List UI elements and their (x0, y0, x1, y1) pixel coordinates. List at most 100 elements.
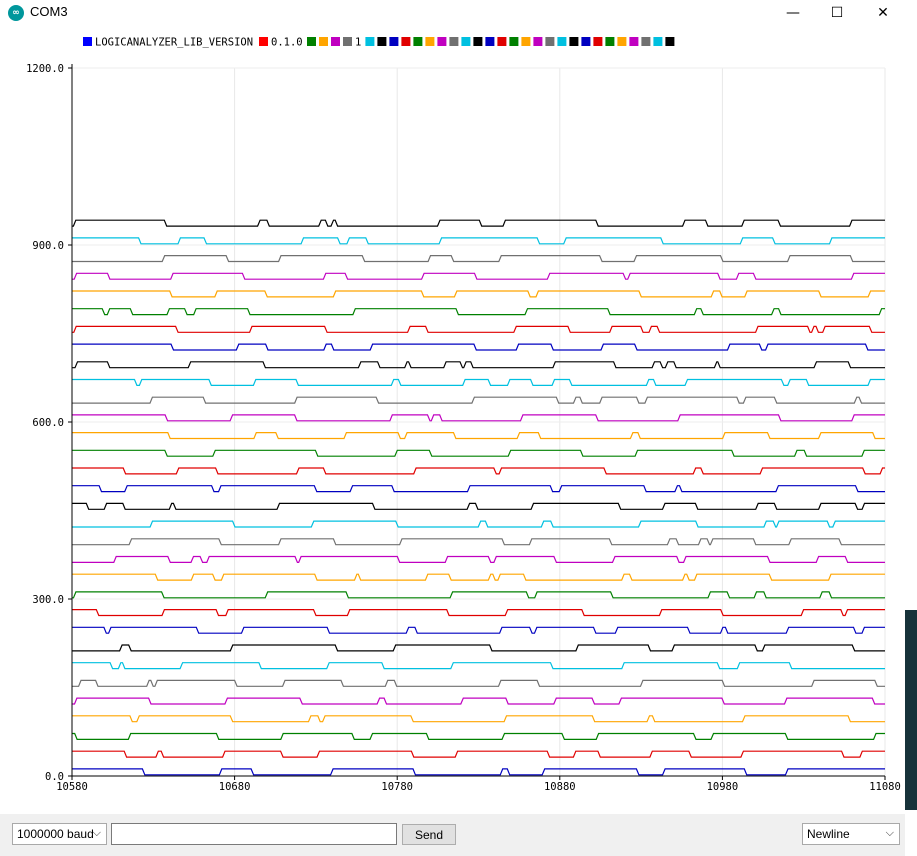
legend-swatch (665, 37, 675, 46)
serial-plotter: LOGICANALYZER_LIB_VERSION 0.1.0 1 0.0 300.0… (0, 26, 905, 814)
send-input[interactable] (111, 823, 397, 845)
series-line-ch13 (72, 538, 885, 546)
series-line-ch0 (72, 768, 885, 776)
series-line-ch2 (72, 732, 885, 740)
series-line-ch30 (72, 237, 885, 245)
legend-swatch (365, 37, 375, 46)
y-tick-label: 300.0 (32, 594, 64, 606)
chevron-down-icon: ⌵ (885, 827, 894, 839)
series-line-ch25 (72, 325, 885, 333)
legend-label: LOGICANALYZER_LIB_VERSION (95, 37, 253, 49)
legend-swatch (437, 37, 447, 46)
maximize-button[interactable]: ☐ (830, 5, 844, 21)
background-editor-strip (905, 0, 917, 856)
x-tick-label: 10980 (707, 781, 739, 793)
series-line-ch29 (72, 255, 885, 263)
series-line-ch27 (72, 290, 885, 298)
legend-swatch (629, 37, 639, 46)
series-line-ch17 (72, 467, 885, 475)
legend-swatch (545, 37, 555, 46)
legend-label: 1 (355, 37, 361, 49)
legend-swatch (605, 37, 615, 46)
legend-swatch (497, 37, 507, 46)
series-line-ch4 (72, 697, 885, 705)
series-line-ch3 (72, 715, 885, 723)
series-line-ch5 (72, 679, 885, 687)
legend-swatch (259, 37, 268, 46)
y-tick-label: 600.0 (32, 417, 64, 429)
legend-swatch (557, 37, 567, 46)
legend-swatch (617, 37, 627, 46)
series-line-ch6 (72, 662, 885, 670)
window-title: COM3 (30, 4, 68, 19)
series-line-ch19 (72, 432, 885, 440)
series-line-ch21 (72, 396, 885, 404)
legend-swatch (377, 37, 387, 46)
y-tick-label: 1200.0 (26, 63, 64, 75)
arduino-icon: ∞ (8, 5, 24, 21)
legend-swatch (307, 37, 316, 46)
send-button[interactable]: Send (402, 824, 456, 845)
x-tick-label: 10680 (219, 781, 251, 793)
legend-swatch (449, 37, 459, 46)
legend-swatch (473, 37, 483, 46)
legend-swatch (569, 37, 579, 46)
grid (72, 67, 886, 777)
y-tick-label: 0.0 (45, 771, 64, 783)
legend-swatch (521, 37, 531, 46)
legend-swatch (581, 37, 591, 46)
series-line-ch18 (72, 449, 885, 457)
legend-label: 0.1.0 (271, 37, 303, 49)
line-ending-select[interactable]: Newline ⌵ (802, 823, 900, 845)
series-line-ch22 (72, 378, 885, 386)
series-line-ch31 (72, 219, 885, 227)
legend-swatch (413, 37, 423, 46)
legend-swatch (509, 37, 519, 46)
chevron-down-icon: ⌵ (92, 827, 101, 839)
legend-swatch (425, 37, 435, 46)
line-ending-value: Newline (807, 827, 850, 841)
series-line-ch1 (72, 750, 885, 758)
legend-swatch (461, 37, 471, 46)
legend-swatch (641, 37, 651, 46)
legend-swatch (485, 37, 495, 46)
baud-select[interactable]: 1000000 baud ⌵ (12, 823, 107, 845)
legend-swatch (401, 37, 411, 46)
baud-value: 1000000 baud (17, 827, 94, 841)
x-tick-label: 10880 (544, 781, 576, 793)
legend-swatch (319, 37, 328, 46)
legend-swatch (533, 37, 543, 46)
legend-swatch (389, 37, 399, 46)
title-bar: ∞ COM3 — ☐ ✕ (0, 0, 905, 26)
legend-swatch (83, 37, 92, 46)
axes: 0.0 300.0 600.0 900.0 1200.0 10580 10680 10780 1… (26, 63, 901, 793)
bottom-toolbar: 1000000 baud ⌵ Send Newline ⌵ (0, 814, 905, 856)
legend: LOGICANALYZER_LIB_VERSION 0.1.0 1 (83, 37, 675, 49)
background-console (905, 610, 917, 810)
y-tick-label: 900.0 (32, 240, 64, 252)
series-line-ch10 (72, 591, 885, 599)
legend-swatch (331, 37, 340, 46)
legend-swatch (593, 37, 603, 46)
plot-canvas: LOGICANALYZER_LIB_VERSION 0.1.0 1 0.0 300.0… (26, 37, 901, 794)
x-tick-label: 10580 (56, 781, 88, 793)
series-line-ch14 (72, 520, 885, 528)
series-line-ch8 (72, 626, 885, 634)
series-line-ch7 (72, 644, 885, 652)
legend-swatch (343, 37, 352, 46)
minimize-button[interactable]: — (786, 5, 800, 21)
series-line-ch15 (72, 502, 885, 510)
x-tick-label: 11080 (869, 781, 901, 793)
legend-swatch (653, 37, 663, 46)
series-line-ch20 (72, 414, 885, 422)
series-line-ch16 (72, 485, 885, 493)
series-line-ch28 (72, 272, 885, 280)
series-group (72, 219, 885, 776)
series-line-ch24 (72, 343, 885, 351)
series-line-ch12 (72, 555, 885, 563)
series-line-ch11 (72, 573, 885, 581)
close-button[interactable]: ✕ (877, 5, 889, 21)
x-tick-label: 10780 (381, 781, 413, 793)
series-line-ch23 (72, 361, 885, 369)
series-line-ch26 (72, 308, 885, 316)
